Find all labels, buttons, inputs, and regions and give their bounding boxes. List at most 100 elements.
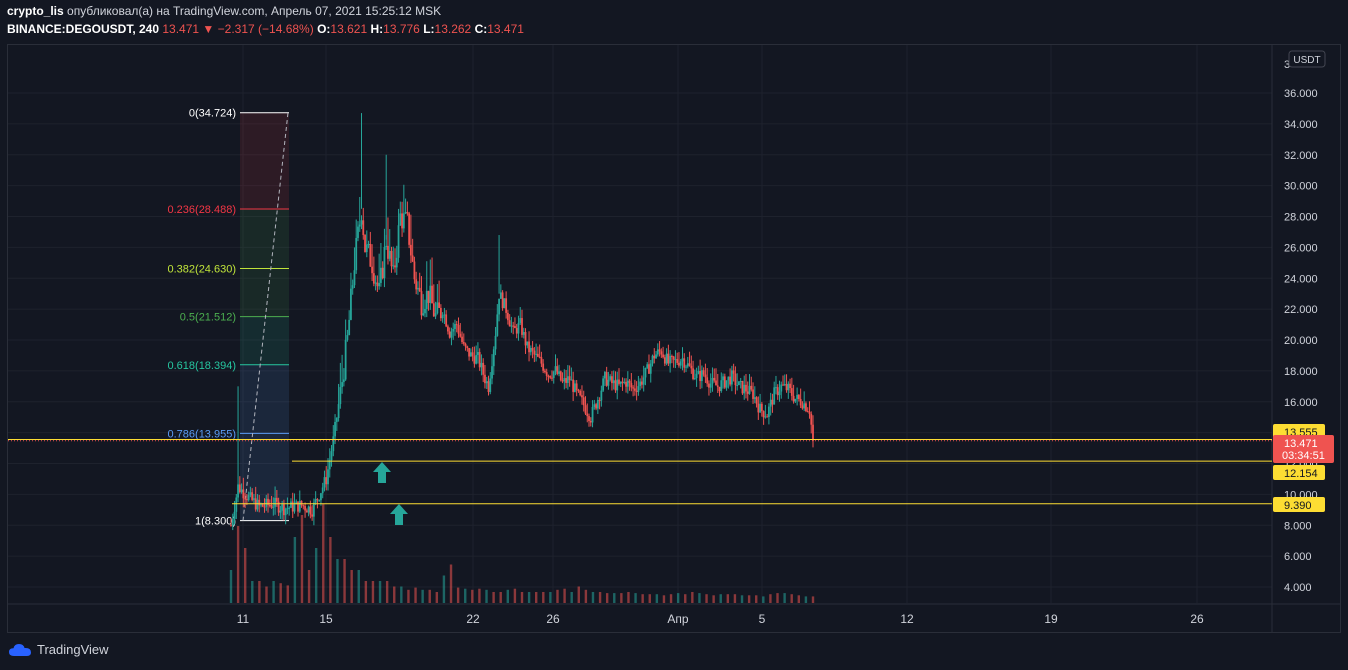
- candle-body: [797, 394, 800, 399]
- y-tick-label: 3: [1284, 59, 1290, 71]
- fib-zone: [240, 112, 289, 209]
- candle-body: [783, 384, 786, 386]
- candle-body: [773, 387, 776, 405]
- candle-body: [616, 379, 619, 391]
- candle-body: [750, 385, 753, 390]
- volume-bar: [229, 570, 233, 603]
- volume-bar: [236, 526, 240, 603]
- volume-bar: [449, 564, 453, 603]
- candle-body: [323, 477, 326, 488]
- volume-bar: [634, 593, 637, 603]
- tradingview-footer[interactable]: TradingView: [9, 642, 109, 657]
- candle-body: [544, 370, 546, 373]
- candle-body: [293, 504, 296, 512]
- candle-body: [533, 350, 536, 355]
- candle-body: [374, 282, 377, 284]
- candle-body: [799, 398, 802, 406]
- y-tick-label: 20.000: [1284, 335, 1318, 347]
- volume-bar: [598, 592, 602, 603]
- candle-body: [362, 220, 365, 236]
- candle-body: [720, 380, 723, 392]
- candle-body: [334, 421, 336, 437]
- candle-body: [554, 366, 557, 372]
- volume-bar: [811, 596, 815, 603]
- candle-body: [477, 352, 479, 355]
- candle-body: [320, 493, 322, 501]
- candle-body: [711, 377, 714, 384]
- candle-body: [364, 235, 366, 253]
- fib-level-label: 0.786(13.955): [168, 428, 237, 440]
- fib-zone: [240, 268, 289, 317]
- candle-body: [492, 349, 495, 367]
- price-tag-label: 12.154: [1284, 468, 1318, 480]
- footer-brand: TradingView: [37, 642, 109, 657]
- volume-bar: [769, 594, 772, 603]
- candle-body: [628, 380, 631, 383]
- symbol-label[interactable]: BINANCE:DEGOUSDT, 240: [7, 22, 160, 36]
- candle-body: [671, 355, 673, 357]
- candle-body: [344, 339, 347, 380]
- candle-body: [644, 367, 647, 378]
- candle-body: [455, 324, 458, 326]
- candle-body: [651, 355, 654, 364]
- candle-body: [409, 244, 412, 256]
- candle-body: [441, 315, 444, 319]
- candle-body: [760, 403, 763, 412]
- candle-body: [586, 413, 589, 417]
- candle-body: [591, 406, 594, 423]
- fib-level-label: 0.618(18.394): [168, 360, 237, 372]
- volume-bar: [492, 592, 495, 603]
- currency-badge[interactable]: [1288, 50, 1326, 68]
- candle-body: [427, 290, 430, 303]
- volume-bar: [485, 589, 488, 603]
- candle-body: [748, 385, 751, 394]
- volume-bar: [293, 537, 297, 603]
- volume-bar: [776, 593, 779, 603]
- price-tag: [1273, 497, 1325, 512]
- volume-bar: [371, 581, 375, 603]
- x-tick-label: 15: [319, 612, 333, 626]
- candle-body: [570, 379, 573, 381]
- y-tick-label: 36.000: [1284, 88, 1318, 100]
- volume-bar: [322, 504, 325, 603]
- candle-body: [515, 328, 518, 334]
- candle-body: [335, 418, 338, 422]
- candle-body: [741, 381, 744, 394]
- volume-bar: [456, 587, 460, 603]
- fib-level-label: 0.236(28.488): [168, 204, 237, 216]
- candle-body: [619, 381, 622, 384]
- candle-body: [630, 382, 633, 388]
- candle-body: [233, 511, 236, 520]
- candle-body: [641, 381, 643, 385]
- candle-body: [582, 397, 585, 406]
- candle-body: [270, 505, 273, 508]
- candle-body: [420, 291, 423, 316]
- author-name[interactable]: crypto_lis: [7, 4, 64, 18]
- candle-body: [663, 357, 666, 364]
- y-tick-label: 24.000: [1284, 273, 1318, 285]
- candle-body: [794, 398, 797, 402]
- candle-body: [408, 213, 411, 245]
- candle-body: [399, 213, 402, 226]
- price-tag-label: 13.471: [1284, 438, 1318, 450]
- candle-body: [312, 502, 315, 517]
- chart-panel[interactable]: [7, 44, 1341, 633]
- volume-bar: [251, 581, 254, 603]
- candle-body: [277, 501, 280, 513]
- candle-body: [600, 390, 603, 401]
- candle-body: [309, 506, 312, 515]
- candle-body: [380, 267, 382, 283]
- candle-body: [512, 325, 515, 327]
- candle-body: [803, 403, 806, 409]
- candle-body: [649, 363, 652, 374]
- candle-body: [771, 399, 774, 405]
- candle-body: [787, 383, 790, 391]
- candle-body: [699, 371, 702, 382]
- volume-bar: [726, 594, 730, 603]
- candle-body: [425, 290, 428, 309]
- volume-bar: [684, 594, 687, 603]
- candle-body: [459, 333, 462, 337]
- candle-body: [521, 318, 523, 335]
- candle-body: [759, 403, 761, 413]
